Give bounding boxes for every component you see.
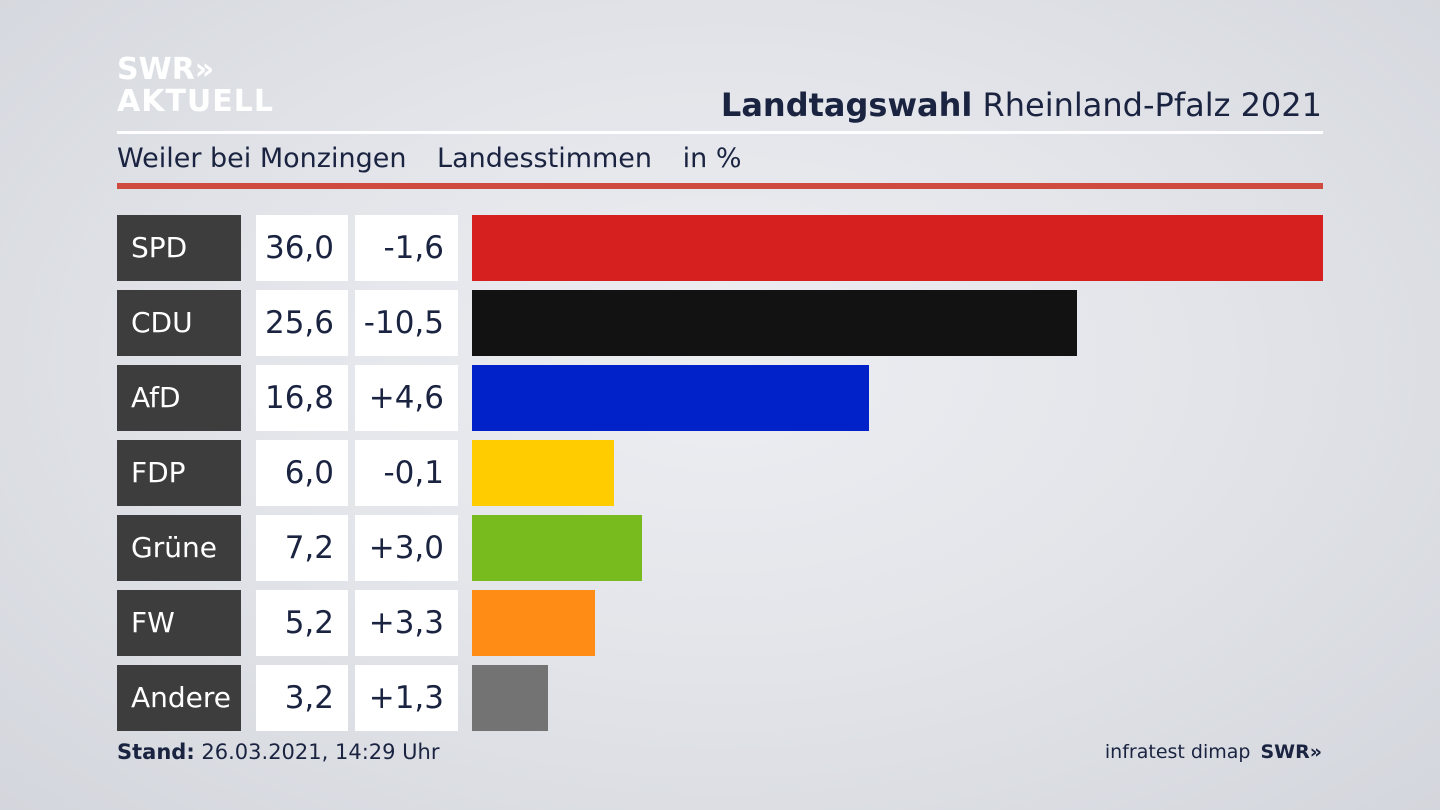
logo-line-1: SWR» [117, 52, 215, 87]
bar [472, 590, 595, 656]
diff-label: +3,0 [355, 515, 458, 581]
bar-row: SPD 36,0 -1,6 [117, 215, 1323, 281]
subtitle-vote-type: Landesstimmen [437, 143, 653, 174]
accent-divider [117, 183, 1323, 189]
stand-value: 26.03.2021, 14:29 Uhr [194, 740, 440, 764]
bar [472, 365, 869, 431]
value-label: 5,2 [256, 590, 348, 656]
bar-row: Andere 3,2 +1,3 [117, 665, 1323, 731]
bar [472, 440, 614, 506]
bar-row: FW 5,2 +3,3 [117, 590, 1323, 656]
chart-subtitle: Weiler bei Monzingen Landesstimmen in % [117, 143, 763, 174]
header-divider [117, 131, 1323, 134]
party-label: AfD [117, 365, 241, 431]
value-label: 16,8 [256, 365, 348, 431]
bar-row: FDP 6,0 -0,1 [117, 440, 1323, 506]
title-bold: Landtagswahl [720, 86, 973, 124]
diff-label: -0,1 [355, 440, 458, 506]
value-label: 36,0 [256, 215, 348, 281]
bar-row: AfD 16,8 +4,6 [117, 365, 1323, 431]
page-title: Landtagswahl Rheinland-Pfalz 2021 [721, 86, 1322, 124]
timestamp: Stand: 26.03.2021, 14:29 Uhr [117, 740, 440, 764]
logo-line-2: AKTUELL [117, 84, 275, 119]
diff-label: +3,3 [355, 590, 458, 656]
bar [472, 215, 1323, 281]
source-text: infratest dimap [1104, 741, 1251, 763]
diff-label: -1,6 [355, 215, 458, 281]
stand-label: Stand: [117, 740, 195, 764]
subtitle-unit: in % [682, 143, 742, 174]
value-label: 7,2 [256, 515, 348, 581]
bar-row: CDU 25,6 -10,5 [117, 290, 1323, 356]
swr-aktuell-logo: SWR» AKTUELL [117, 54, 274, 118]
party-label: FW [117, 590, 241, 656]
swr-small-logo: SWR» [1260, 741, 1322, 763]
source-credit: infratest dimap SWR» [1105, 741, 1322, 763]
value-label: 25,6 [256, 290, 348, 356]
party-label: Grüne [117, 515, 241, 581]
bar-row: Grüne 7,2 +3,0 [117, 515, 1323, 581]
diff-label: +4,6 [355, 365, 458, 431]
party-label: SPD [117, 215, 241, 281]
bar [472, 290, 1077, 356]
party-label: CDU [117, 290, 241, 356]
title-rest: Rheinland-Pfalz 2021 [972, 86, 1322, 124]
value-label: 6,0 [256, 440, 348, 506]
party-label: Andere [117, 665, 241, 731]
bar [472, 515, 642, 581]
subtitle-place: Weiler bei Monzingen [117, 143, 407, 174]
diff-label: -10,5 [355, 290, 458, 356]
bar [472, 665, 548, 731]
diff-label: +1,3 [355, 665, 458, 731]
party-label: FDP [117, 440, 241, 506]
value-label: 3,2 [256, 665, 348, 731]
